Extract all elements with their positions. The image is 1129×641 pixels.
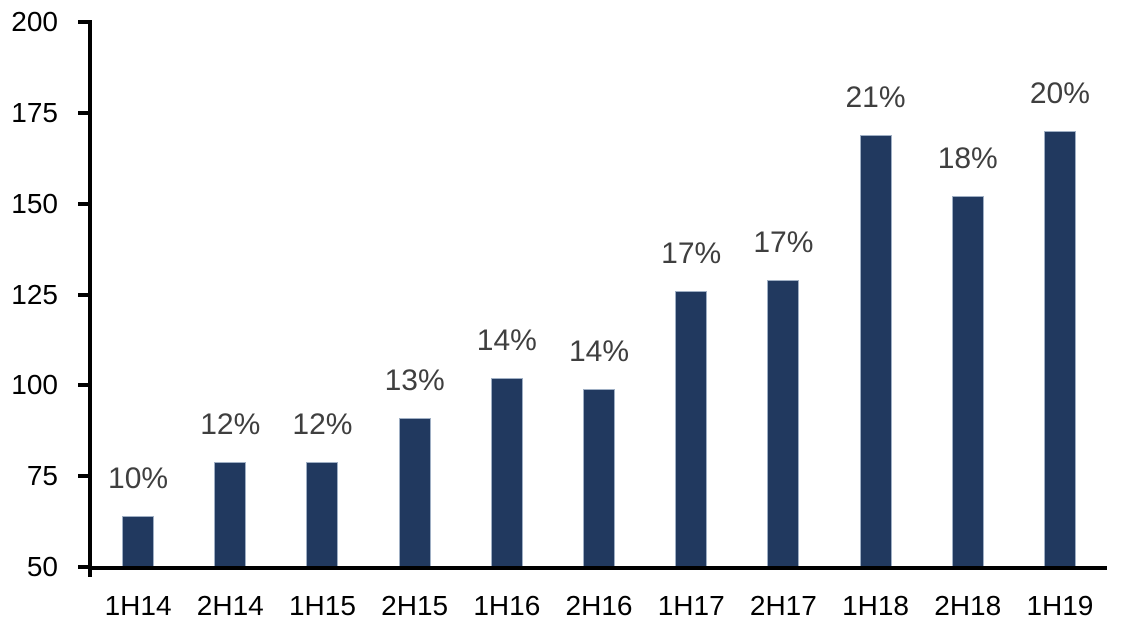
bar-value-label: 17%	[753, 225, 814, 259]
bar	[214, 461, 247, 568]
bar-value-label: 14%	[568, 334, 630, 368]
x-axis-line	[88, 566, 1107, 570]
bar	[859, 134, 892, 568]
y-tick-mark	[78, 292, 92, 297]
y-tick-label: 200	[11, 6, 58, 37]
bar-value-label: 10%	[108, 462, 169, 496]
bar	[490, 378, 523, 568]
x-category-label: 1H14	[104, 590, 172, 621]
bar	[122, 516, 155, 568]
y-tick-mark	[78, 20, 92, 24]
bar	[951, 196, 984, 568]
x-category-label: 1H19	[1026, 590, 1094, 621]
x-category-label: 2H17	[749, 590, 817, 621]
bar-value-label: 13%	[384, 364, 445, 398]
y-axis-line	[88, 22, 92, 577]
bar-value-label: 17%	[661, 236, 722, 270]
y-tick-mark	[78, 474, 92, 479]
x-category-label: 1H18	[842, 590, 909, 621]
bar-value-label: 12%	[200, 407, 261, 441]
bar	[767, 279, 800, 568]
bar	[306, 461, 339, 568]
y-tick-label: 175	[11, 96, 58, 128]
y-tick-label: 75	[26, 460, 58, 492]
bar-value-label: 18%	[937, 142, 998, 176]
x-category-label: 2H15	[381, 590, 449, 621]
x-category-label: 1H17	[657, 590, 725, 621]
y-tick-mark	[78, 110, 92, 115]
y-tick-label: 50	[26, 551, 58, 582]
x-category-label: 2H18	[934, 590, 1002, 621]
bar	[675, 290, 708, 568]
x-category-label: 1H15	[288, 590, 356, 621]
x-category-label: 2H16	[565, 590, 633, 621]
y-tick-label: 100	[11, 369, 58, 401]
x-category-label: 1H16	[473, 590, 541, 621]
y-tick-label: 150	[11, 187, 58, 219]
bar	[1043, 131, 1076, 568]
y-tick-mark	[78, 201, 92, 206]
bar	[398, 418, 431, 568]
y-tick-mark	[78, 383, 92, 388]
bar-value-label: 12%	[292, 407, 353, 441]
y-tick-mark	[78, 565, 92, 569]
bar-value-label: 14%	[476, 324, 537, 358]
bar	[583, 388, 615, 568]
x-category-label: 2H14	[196, 590, 264, 621]
bar-value-label: 21%	[845, 80, 906, 114]
bar-value-label: 20%	[1029, 77, 1090, 110]
y-tick-label: 125	[11, 278, 58, 310]
